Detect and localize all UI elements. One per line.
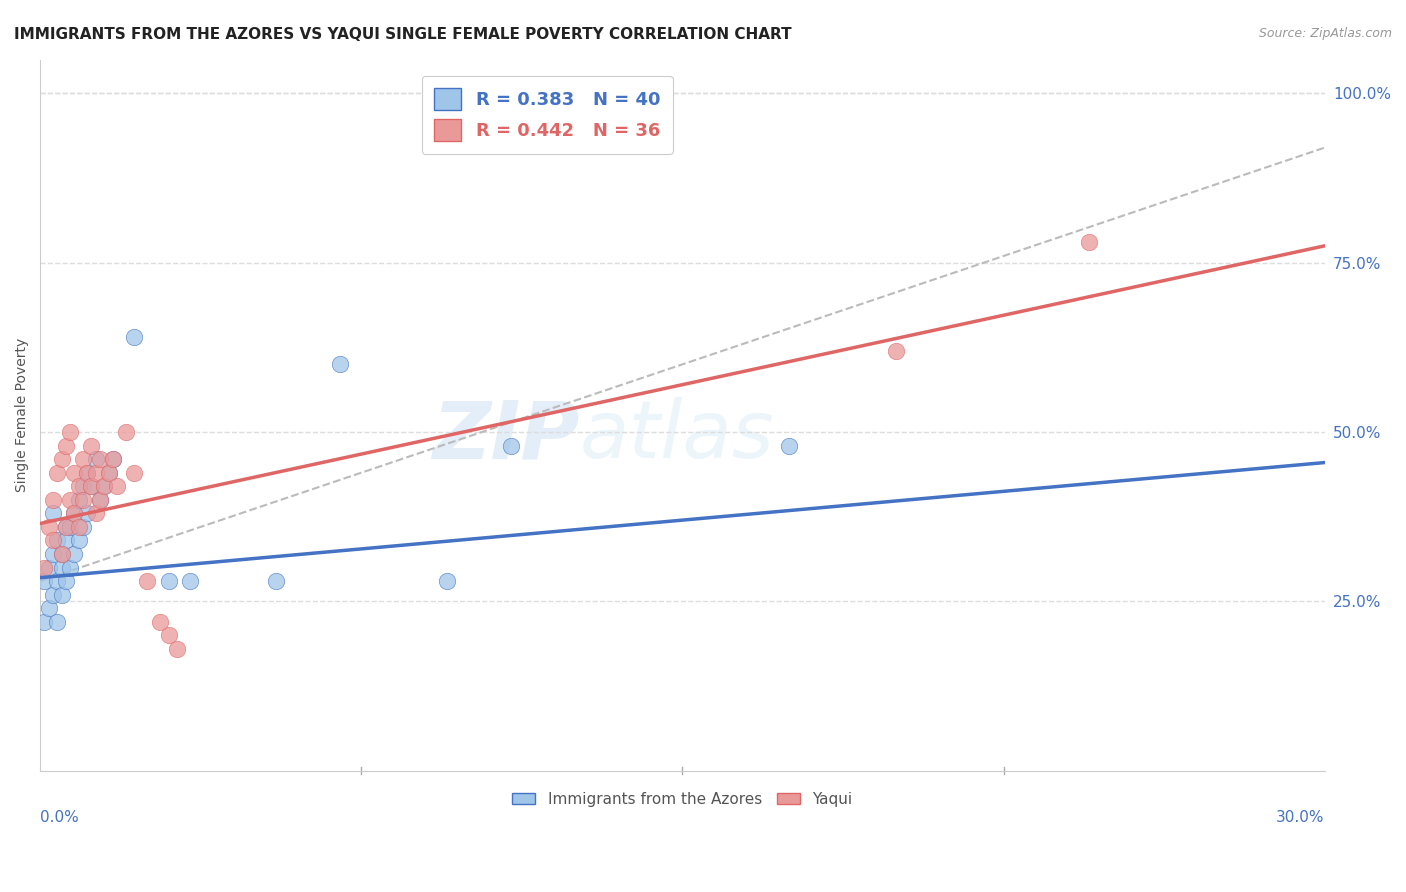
- Point: [436, 574, 458, 588]
- Point: [124, 466, 146, 480]
- Point: [51, 547, 73, 561]
- Legend: Immigrants from the Azores, Yaqui: Immigrants from the Azores, Yaqui: [506, 786, 859, 813]
- Point: [59, 560, 82, 574]
- Point: [179, 574, 201, 588]
- Text: 0.0%: 0.0%: [41, 810, 79, 825]
- Point: [72, 492, 94, 507]
- Point: [136, 574, 159, 588]
- Point: [42, 533, 65, 548]
- Point: [157, 574, 180, 588]
- Point: [72, 479, 94, 493]
- Point: [63, 507, 86, 521]
- Point: [84, 466, 107, 480]
- Text: IMMIGRANTS FROM THE AZORES VS YAQUI SINGLE FEMALE POVERTY CORRELATION CHART: IMMIGRANTS FROM THE AZORES VS YAQUI SING…: [14, 27, 792, 42]
- Point: [72, 520, 94, 534]
- Point: [166, 641, 188, 656]
- Point: [101, 452, 124, 467]
- Point: [89, 492, 111, 507]
- Point: [80, 479, 103, 493]
- Point: [124, 330, 146, 344]
- Point: [93, 479, 115, 493]
- Point: [80, 439, 103, 453]
- Point: [1078, 235, 1101, 250]
- Point: [55, 520, 77, 534]
- Point: [89, 492, 111, 507]
- Point: [501, 439, 523, 453]
- Point: [42, 492, 65, 507]
- Point: [89, 452, 111, 467]
- Point: [46, 533, 69, 548]
- Point: [67, 533, 90, 548]
- Point: [59, 425, 82, 439]
- Point: [63, 547, 86, 561]
- Point: [46, 574, 69, 588]
- Point: [101, 452, 124, 467]
- Point: [42, 507, 65, 521]
- Point: [67, 520, 90, 534]
- Point: [38, 560, 60, 574]
- Point: [51, 547, 73, 561]
- Point: [84, 452, 107, 467]
- Point: [886, 343, 908, 358]
- Text: ZIP: ZIP: [432, 398, 579, 475]
- Point: [114, 425, 136, 439]
- Point: [80, 479, 103, 493]
- Point: [59, 520, 82, 534]
- Point: [329, 357, 352, 371]
- Point: [51, 452, 73, 467]
- Point: [63, 466, 86, 480]
- Point: [76, 466, 98, 480]
- Point: [51, 560, 73, 574]
- Point: [97, 466, 120, 480]
- Text: Source: ZipAtlas.com: Source: ZipAtlas.com: [1258, 27, 1392, 40]
- Point: [157, 628, 180, 642]
- Point: [55, 574, 77, 588]
- Point: [76, 507, 98, 521]
- Point: [59, 492, 82, 507]
- Point: [105, 479, 128, 493]
- Point: [72, 452, 94, 467]
- Point: [55, 533, 77, 548]
- Point: [34, 560, 56, 574]
- Point: [67, 479, 90, 493]
- Point: [42, 588, 65, 602]
- Point: [264, 574, 287, 588]
- Point: [46, 615, 69, 629]
- Point: [76, 466, 98, 480]
- Point: [63, 507, 86, 521]
- Point: [38, 601, 60, 615]
- Point: [38, 520, 60, 534]
- Point: [67, 492, 90, 507]
- Point: [93, 479, 115, 493]
- Point: [778, 439, 800, 453]
- Point: [84, 507, 107, 521]
- Point: [34, 574, 56, 588]
- Point: [149, 615, 172, 629]
- Point: [51, 588, 73, 602]
- Point: [34, 615, 56, 629]
- Point: [46, 466, 69, 480]
- Text: 30.0%: 30.0%: [1277, 810, 1324, 825]
- Point: [97, 466, 120, 480]
- Point: [55, 520, 77, 534]
- Point: [42, 547, 65, 561]
- Text: atlas: atlas: [579, 398, 775, 475]
- Y-axis label: Single Female Poverty: Single Female Poverty: [15, 338, 30, 492]
- Point: [55, 439, 77, 453]
